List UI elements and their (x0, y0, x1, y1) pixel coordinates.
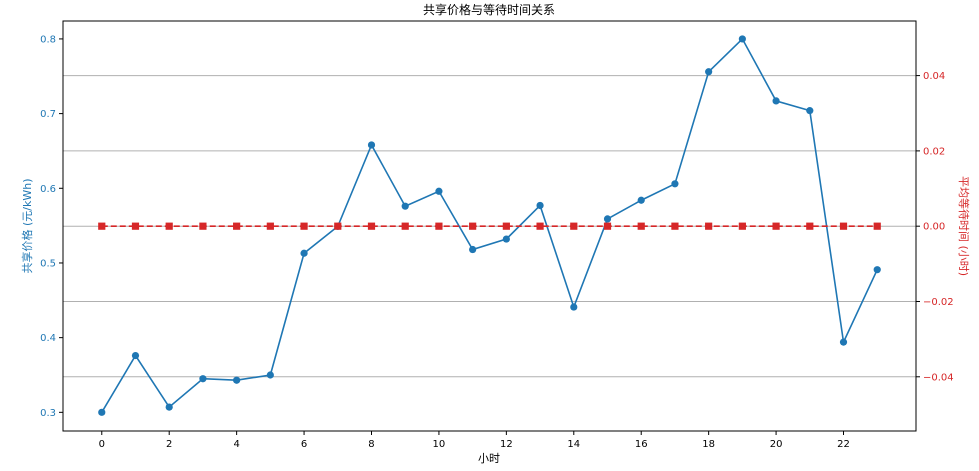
y-left-tick-label: 0.8 (40, 34, 56, 45)
y-right-tick-label: −0.02 (923, 297, 954, 308)
wait-time-point (165, 222, 173, 230)
x-axis-label: 小时 (478, 452, 500, 465)
price-point (671, 180, 679, 188)
y-axis-left: 0.3 0.4 0.5 0.6 0.7 0.8 (40, 34, 63, 419)
wait-time-point (502, 222, 510, 230)
y-left-tick-label: 0.4 (40, 333, 56, 344)
wait-time-point (671, 222, 679, 230)
price-point (603, 215, 612, 223)
series-wait-time (98, 222, 881, 230)
y-right-tick-label: 0.04 (923, 71, 945, 82)
y-axis-right-label: 平均等待时间 (小时) (957, 176, 971, 276)
wait-time-point (637, 222, 645, 230)
chart-title: 共享价格与等待时间关系 (423, 2, 555, 17)
wait-time-point (435, 222, 443, 230)
price-point (98, 408, 106, 416)
x-tick-label: 14 (567, 439, 580, 450)
x-axis: 0 2 4 6 8 10 12 14 16 18 20 22 (99, 431, 850, 450)
price-point (435, 187, 443, 195)
y-right-tick-label: 0.02 (923, 146, 945, 157)
y-right-tick-label: 0.00 (923, 222, 945, 233)
price-point (839, 338, 848, 346)
y-axis-right: −0.04 −0.02 0.00 0.02 0.04 (916, 71, 954, 383)
wait-time-point (131, 222, 140, 230)
wait-time-point (367, 222, 376, 230)
wait-time-point (334, 222, 342, 230)
wait-time-point (570, 222, 578, 230)
series-price (98, 35, 881, 416)
x-tick-label: 12 (500, 439, 513, 450)
x-tick-label: 8 (368, 439, 374, 450)
wait-time-point (772, 222, 780, 230)
x-tick-label: 2 (166, 439, 172, 450)
price-point (266, 371, 274, 379)
x-tick-label: 6 (301, 439, 307, 450)
wait-time-point (199, 222, 207, 230)
price-point (806, 107, 814, 115)
x-tick-label: 22 (837, 439, 850, 450)
price-line (101, 37, 878, 413)
y-axis-left-label: 共享价格 (元/kWh) (20, 178, 34, 273)
y-left-tick-label: 0.6 (40, 184, 56, 195)
price-point (300, 249, 308, 257)
wait-time-point (705, 222, 713, 230)
price-point (637, 196, 645, 204)
wait-time-point (300, 222, 308, 230)
x-tick-label: 0 (99, 439, 105, 450)
x-tick-label: 4 (233, 439, 239, 450)
wait-time-point (738, 222, 746, 230)
price-point (738, 35, 746, 43)
price-point (873, 266, 881, 274)
wait-time-point (401, 222, 409, 230)
price-point (165, 403, 173, 411)
x-tick-label: 20 (770, 439, 783, 450)
price-point (131, 351, 140, 360)
wait-time-point (98, 222, 106, 230)
x-tick-label: 16 (635, 439, 648, 450)
price-point (367, 141, 376, 149)
wait-time-point (536, 222, 544, 230)
x-tick-label: 10 (433, 439, 446, 450)
y-right-tick-label: −0.04 (923, 372, 954, 383)
price-point (233, 376, 241, 384)
price-point (705, 68, 713, 76)
price-point (199, 375, 207, 383)
wait-time-point (233, 222, 241, 230)
price-point (469, 245, 477, 254)
price-point (536, 201, 544, 210)
wait-time-point (873, 222, 881, 230)
wait-time-point (266, 222, 274, 230)
y-left-tick-label: 0.5 (40, 258, 56, 269)
price-point (570, 303, 578, 311)
wait-time-point (603, 222, 612, 230)
price-point (772, 97, 780, 105)
y-left-tick-label: 0.3 (40, 408, 56, 419)
wait-time-point (806, 222, 814, 230)
y-left-tick-label: 0.7 (40, 109, 56, 120)
x-tick-label: 18 (702, 439, 715, 450)
wait-time-point (469, 222, 477, 230)
price-point (401, 202, 409, 210)
price-point (502, 235, 510, 243)
wait-time-point (839, 222, 848, 230)
